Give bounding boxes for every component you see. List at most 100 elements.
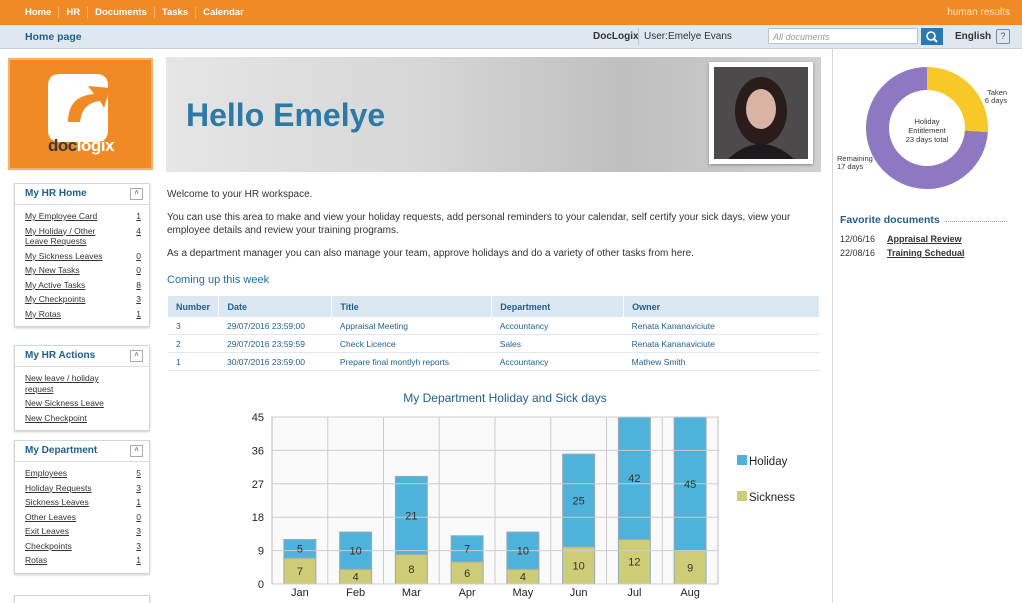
panel-item[interactable]: Holiday Requests 3 [15,481,149,496]
item-label[interactable]: My Holiday / Other Leave Requests [25,225,96,247]
brand: human results [947,7,1010,18]
rule [945,221,1007,222]
item-count[interactable]: 3 [136,540,141,551]
slice-value: 17 days [837,162,864,171]
item-count[interactable]: 1 [136,497,141,507]
item-count[interactable]: 3 [136,526,141,536]
panel-item[interactable]: New Sickness Leave [15,396,149,411]
item-label[interactable]: Other Leaves [25,511,77,522]
divider [638,28,639,45]
table-cell: 3 [168,317,219,335]
item-label[interactable]: Holiday Requests [25,482,92,493]
user-name: Emelye Evans [668,31,732,42]
photo [714,67,808,159]
logo: doclogix [8,58,153,170]
panel-item[interactable]: My Sickness Leaves 0 [15,249,149,264]
item-label[interactable]: Checkpoints [25,540,72,551]
center-text: Holiday [914,117,939,126]
item-count[interactable]: 0 [136,511,141,522]
panel-item[interactable]: Exit Leaves 3 [15,524,149,539]
value-label: 10 [517,546,529,558]
item-label[interactable]: New Checkpoint [25,412,87,423]
x-tick-label: Jan [291,587,309,599]
panel-item[interactable]: New leave / holiday request [15,371,149,396]
x-tick-label: Apr [459,587,476,599]
item-count[interactable]: 3 [136,482,141,493]
bar-segment [450,561,484,584]
search-box[interactable]: All documents [768,28,918,44]
collapse-button[interactable]: ˄ [130,350,143,362]
table-cell: 1 [168,352,219,371]
favorite-item[interactable]: 22/08/16 Training Schedual [840,248,965,258]
profile-photo [709,62,813,164]
item-label[interactable]: Sickness Leaves [25,497,89,507]
bar-segment [506,531,540,570]
y-tick-label: 45 [252,412,264,424]
panel-item[interactable]: Employees 5 [15,466,149,481]
nav-item[interactable]: Calendar [203,7,244,18]
panel-item[interactable]: New Checkpoint [15,411,149,426]
nav: Home HR Documents Tasks Calendar [18,0,251,25]
column-header: Department [491,296,625,317]
bar-segment [562,453,596,548]
item-label[interactable]: Rotas [25,555,48,565]
panel-item[interactable]: Sickness Leaves 1 [15,495,149,510]
favorite-name[interactable]: Training Schedual [887,248,965,258]
panel-item[interactable]: Checkpoints 3 [15,539,149,554]
favorites-title: Favorite documents [840,214,940,226]
item-count[interactable]: 1 [136,308,141,319]
table-row[interactable]: 1 30/07/2016 23:59:00 Prepare final montly… [168,352,820,371]
panel-item[interactable]: My Employee Card 1 [15,209,149,224]
panel-item[interactable]: My Checkpoints 3 [15,292,149,307]
item-label[interactable]: New leave / holiday request [25,373,99,394]
language[interactable]: English [955,31,992,42]
value-label: 9 [687,562,693,574]
item-label[interactable]: New Sickness Leave [25,398,104,408]
slice-value: 6 days [985,96,1007,105]
table-cell: Accountancy [491,317,624,335]
item-label[interactable]: My Rotas [25,308,61,319]
item-count[interactable]: 5 [136,468,141,478]
greeting: Hello Emelye [186,97,386,133]
favorite-date: 12/06/16 [840,234,876,244]
item-count[interactable]: 1 [136,555,141,565]
item-label[interactable]: My New Tasks [25,265,80,275]
panel: My HR Home ˄ My Employee Card 1 My Holiday /… [14,183,150,327]
legend-label: Holiday [749,456,788,468]
panel-item[interactable]: Other Leaves 0 [15,510,149,525]
item-label[interactable]: My Employee Card [25,211,98,221]
item-count[interactable]: 0 [136,265,141,275]
item-count[interactable]: 0 [136,250,141,261]
search-icon [926,31,938,43]
nav-item[interactable]: Tasks [155,7,197,18]
favorite-name[interactable]: Appraisal Review [887,234,962,244]
collapse-button[interactable]: ˄ [130,445,143,457]
table-row[interactable]: 3 29/07/2016 23:59:00 Appraisal Meeting Acc… [168,317,820,335]
item-count[interactable]: 3 [136,294,141,304]
collapse-button[interactable]: ˄ [130,188,143,200]
panel-item[interactable]: My Rotas 1 [15,307,149,322]
nav-item[interactable]: HR [59,7,89,18]
table-row[interactable]: 2 29/07/2016 23:59:59 Check Licence Sales Re… [168,334,820,353]
value-label: 5 [297,544,303,556]
search-button[interactable] [921,28,943,45]
item-count[interactable]: 4 [136,225,141,236]
favorite-item[interactable]: 12/06/16 Appraisal Review [840,234,962,244]
item-label[interactable]: My Checkpoints [25,294,86,304]
item-label[interactable]: My Active Tasks [25,279,86,290]
value-label: 45 [684,479,696,491]
item-label[interactable]: Exit Leaves [25,526,69,536]
panel-item[interactable]: My New Tasks 0 [15,263,149,278]
item-label[interactable]: Employees [25,468,68,478]
item-count[interactable]: 1 [136,211,141,221]
item-label[interactable]: My Sickness Leaves [25,250,103,261]
panel-item[interactable]: My Holiday / Other Leave Requests 4 [15,224,149,249]
panel-item[interactable]: Rotas 1 [15,553,149,568]
bar-segment [673,550,707,584]
item-count[interactable]: 8 [136,279,141,290]
help[interactable]: ? [996,29,1010,44]
nav-item[interactable]: Home [18,7,60,18]
nav-item[interactable]: Documents [88,7,155,18]
x-tick-label: Feb [346,587,365,599]
panel-item[interactable]: My Active Tasks 8 [15,278,149,293]
